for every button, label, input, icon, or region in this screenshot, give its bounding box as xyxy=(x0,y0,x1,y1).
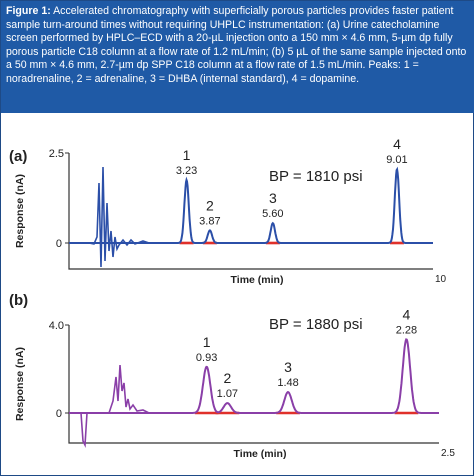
x-tick-label-end: 2.5 xyxy=(441,448,455,459)
peak-time-label: 3.23 xyxy=(176,165,197,177)
peak-number-label: 4 xyxy=(393,136,401,152)
peak-number-label: 1 xyxy=(183,147,191,163)
peak-time-label: 3.87 xyxy=(199,215,220,227)
chromatogram-a: (a) 2.5 0 Response (nA) Time (min) 10 BP = 181… xyxy=(9,136,447,286)
panel-label: (a) xyxy=(9,148,27,165)
caption-label: Figure 1: xyxy=(6,5,51,17)
peak-time-label: 2.28 xyxy=(396,324,417,336)
peak-number-label: 3 xyxy=(269,190,277,206)
solvent-front-disturbance xyxy=(69,364,150,449)
peak-time-label: 1.07 xyxy=(217,388,238,400)
figure-caption: Figure 1: Accelerated chromatography wit… xyxy=(1,1,474,113)
panel-label: (b) xyxy=(9,292,28,309)
pressure-annotation: BP = 1810 psi xyxy=(269,168,363,185)
peak-time-label: 1.48 xyxy=(277,377,298,389)
y-tick-label-max: 2.5 xyxy=(49,148,64,160)
y-tick-label-zero: 0 xyxy=(56,238,62,250)
caption-text: Accelerated chromatography with superfic… xyxy=(6,5,467,85)
y-tick-label-max: 4.0 xyxy=(49,320,64,332)
x-axis-label: Time (min) xyxy=(231,274,284,286)
peak-number-label: 2 xyxy=(223,370,231,386)
y-tick-label-zero: 0 xyxy=(56,408,62,420)
peak-number-label: 2 xyxy=(206,197,214,213)
y-axis-label: Response (nA) xyxy=(14,347,26,421)
peak-number-label: 4 xyxy=(403,306,411,322)
chromatogram-b: (b) 4.0 0 Response (nA) Time (min) 2.5 BP = 18… xyxy=(9,292,455,460)
peak-number-label: 3 xyxy=(284,359,292,375)
peak-time-label: 0.93 xyxy=(196,352,217,364)
x-tick-label-end: 10 xyxy=(435,274,447,285)
chromatogram-trace xyxy=(69,338,439,414)
chromatogram-trace xyxy=(69,166,433,244)
pressure-annotation: BP = 1880 psi xyxy=(269,316,363,333)
plot-frame xyxy=(68,325,439,444)
peak-time-label: 9.01 xyxy=(386,154,407,166)
peak-time-label: 5.60 xyxy=(262,208,283,220)
solvent-front-disturbance xyxy=(88,166,150,268)
peak-number-label: 1 xyxy=(203,334,211,350)
y-axis-label: Response (nA) xyxy=(14,174,26,248)
x-axis-label: Time (min) xyxy=(234,448,287,460)
plot-frame xyxy=(68,153,433,270)
